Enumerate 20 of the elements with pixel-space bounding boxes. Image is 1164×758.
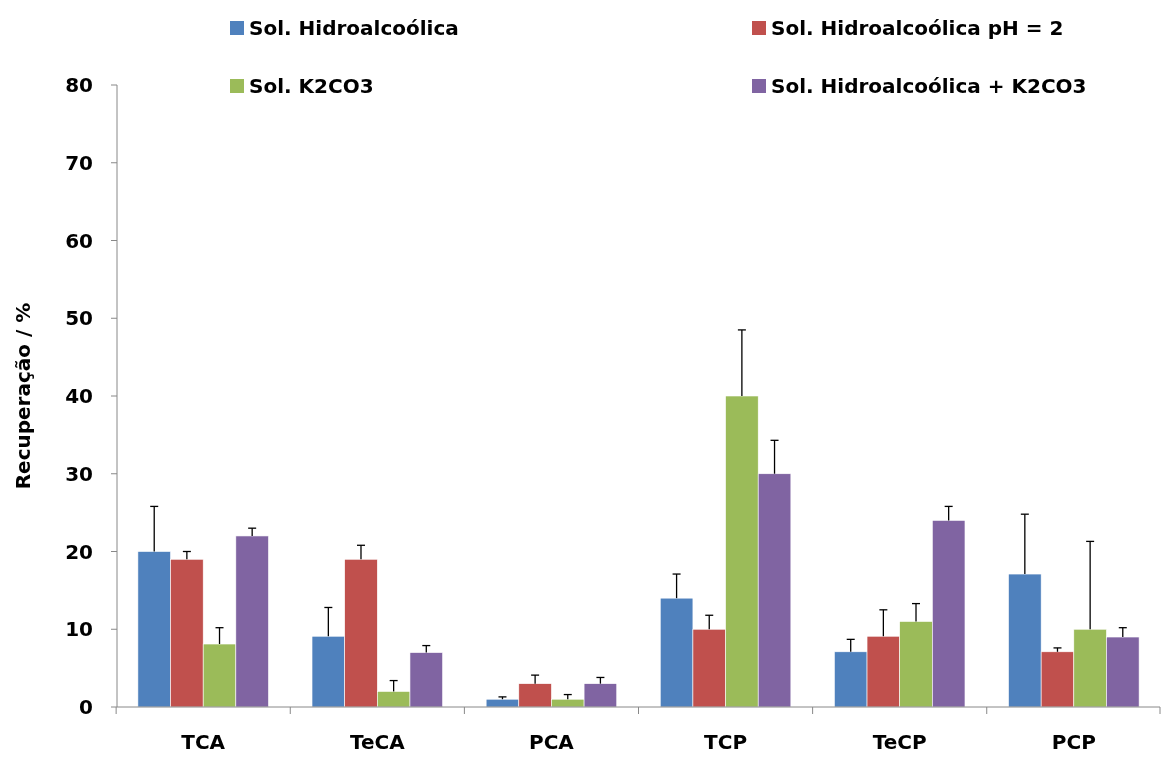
x-tick-label: TCP [704,730,748,754]
legend-label: Sol. Hidroalcoólica pH = 2 [771,16,1064,40]
y-tick-label: 50 [65,306,93,331]
y-axis-title: Recuperação / % [11,302,35,490]
x-tick-label: TCA [181,730,226,754]
x-tick-label: TeCP [872,730,927,754]
x-tick-label: TeCA [349,730,406,754]
y-tick-label: 80 [65,73,93,97]
legend-label: Sol. Hidroalcoólica + K2CO3 [771,74,1087,98]
y-tick-label: 10 [65,617,93,642]
y-tick-label: 30 [65,461,93,486]
y-tick-label: 20 [65,539,93,564]
y-tick-label: 60 [65,228,93,253]
x-tick-label: PCP [1051,730,1096,754]
legend-label: Sol. K2CO3 [249,74,374,98]
y-tick-label: 40 [65,384,93,408]
y-tick-label: 0 [79,695,93,719]
x-tick-label: PCA [529,730,575,754]
legend-label: Sol. Hidroalcoólica [249,16,459,40]
y-tick-label: 70 [65,150,93,175]
